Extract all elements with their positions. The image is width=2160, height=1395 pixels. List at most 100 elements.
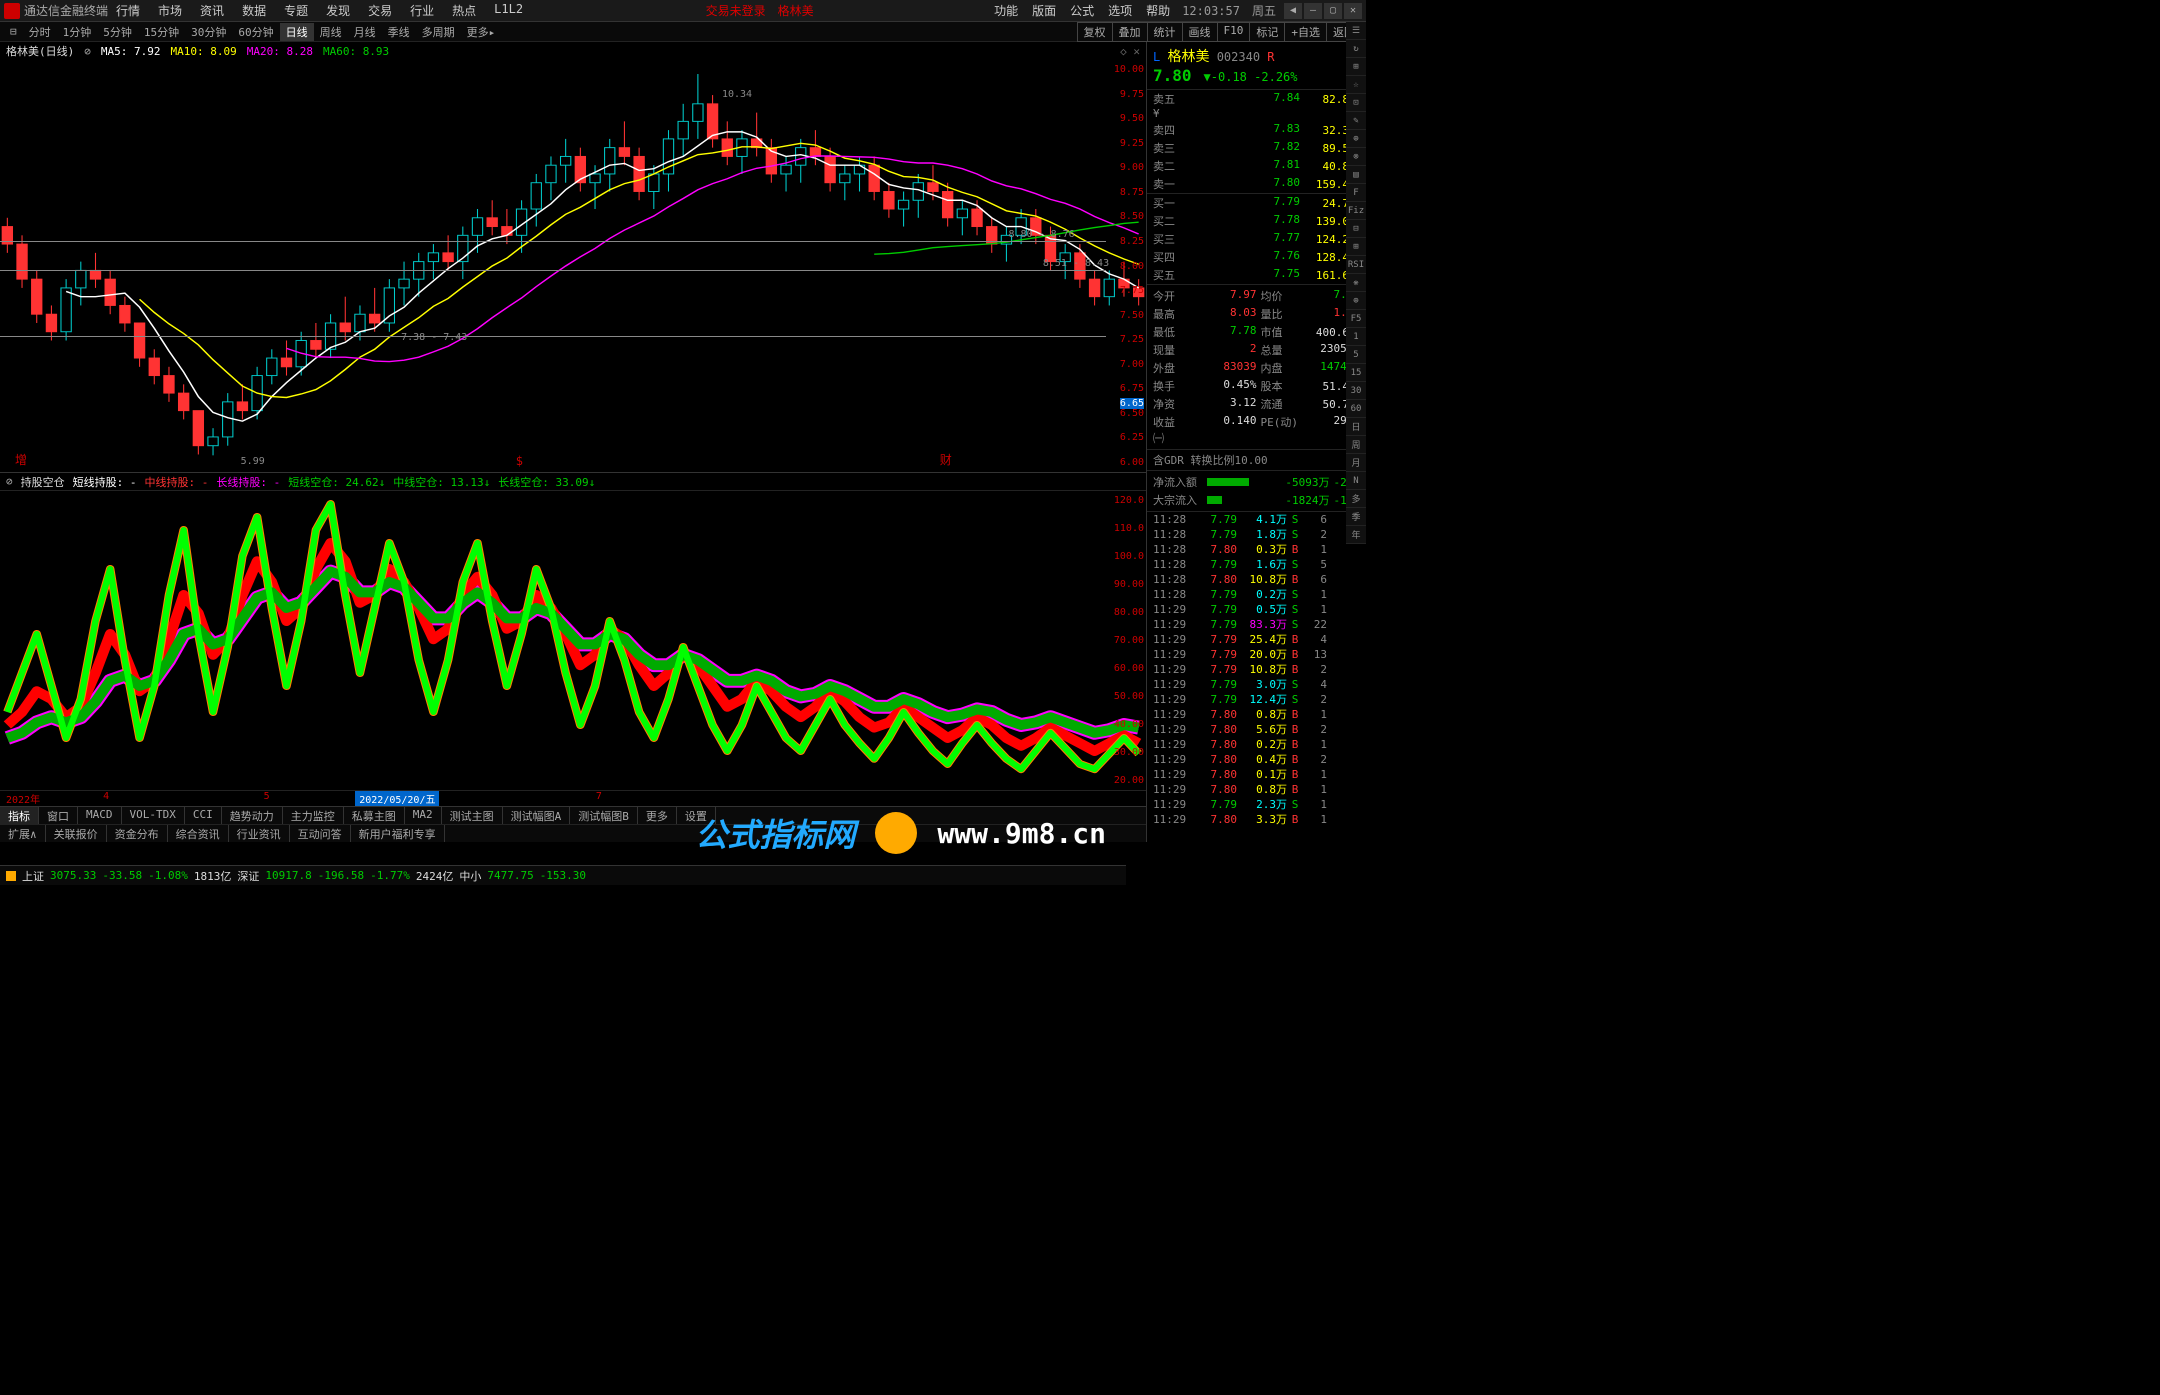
rtab-F10[interactable]: F10 xyxy=(1217,22,1251,42)
menu-数据[interactable]: 数据 xyxy=(234,0,274,21)
indtab-6[interactable]: 主力监控 xyxy=(283,807,344,824)
vtool-5[interactable]: ✎ xyxy=(1346,112,1366,130)
center-status: 交易未登录 格林美 xyxy=(531,2,988,19)
menu-市场[interactable]: 市场 xyxy=(150,0,190,21)
exttab-0[interactable]: 扩展∧ xyxy=(0,825,46,842)
vtool-1[interactable]: ↻ xyxy=(1346,40,1366,58)
rmenu-版面[interactable]: 版面 xyxy=(1026,0,1062,21)
timeframe-8[interactable]: 月线 xyxy=(348,23,382,41)
collapse-icon[interactable]: ⊟ xyxy=(4,24,23,39)
exttab-6[interactable]: 新用户福利专享 xyxy=(351,825,445,842)
timeframe-11[interactable]: 更多▸ xyxy=(461,23,502,41)
rmenu-帮助[interactable]: 帮助 xyxy=(1140,0,1176,21)
menu-行情[interactable]: 行情 xyxy=(108,0,148,21)
exttab-2[interactable]: 资金分布 xyxy=(107,825,168,842)
vtool-25[interactable]: N xyxy=(1346,472,1366,490)
tick-row: 11:297.805.6万B2 xyxy=(1147,722,1366,737)
timeframe-3[interactable]: 15分钟 xyxy=(138,23,185,41)
indtab-11[interactable]: 测试幅图B xyxy=(570,807,638,824)
order-row: 买五7.75161.6万 xyxy=(1147,266,1366,284)
vtool-21[interactable]: 60 xyxy=(1346,400,1366,418)
y-axis: 10.009.759.509.259.008.758.508.258.007.7… xyxy=(1106,60,1146,472)
indtab-0[interactable]: 指标 xyxy=(0,807,39,824)
timeframe-9[interactable]: 季线 xyxy=(382,23,416,41)
stat-row: 最低7.78市值400.6亿 xyxy=(1147,323,1366,341)
menu-交易[interactable]: 交易 xyxy=(360,0,400,21)
indtab-4[interactable]: CCI xyxy=(185,807,222,824)
minimize-button[interactable]: — xyxy=(1304,3,1322,19)
menu-热点[interactable]: 热点 xyxy=(444,0,484,21)
indicator-chart[interactable]: 120.0110.0100.090.0080.0070.0060.0050.00… xyxy=(0,490,1146,790)
indtab-2[interactable]: MACD xyxy=(78,807,122,824)
indtab-5[interactable]: 趋势动力 xyxy=(222,807,283,824)
vtool-16[interactable]: F5 xyxy=(1346,310,1366,328)
candlestick-chart[interactable]: 10.34 5.99 8.80 - 8.76 8.51 - 8.43 7.38 … xyxy=(0,60,1146,472)
indtab-9[interactable]: 测试主图 xyxy=(442,807,503,824)
vtool-20[interactable]: 30 xyxy=(1346,382,1366,400)
vtool-8[interactable]: ▤ xyxy=(1346,166,1366,184)
timeframe-10[interactable]: 多周期 xyxy=(416,23,461,41)
vtool-3[interactable]: ☆ xyxy=(1346,76,1366,94)
maximize-button[interactable]: ▢ xyxy=(1324,3,1342,19)
vtool-7[interactable]: ⊗ xyxy=(1346,148,1366,166)
tick-row: 11:297.7912.4万S2 xyxy=(1147,692,1366,707)
indtab-3[interactable]: VOL-TDX xyxy=(122,807,185,824)
vtool-12[interactable]: ⊞ xyxy=(1346,238,1366,256)
tick-row: 11:297.800.8万B1 xyxy=(1147,707,1366,722)
rmenu-功能[interactable]: 功能 xyxy=(988,0,1024,21)
timeframe-2[interactable]: 5分钟 xyxy=(97,23,138,41)
tick-list: 11:287.794.1万S611:287.791.8万S211:287.800… xyxy=(1147,512,1366,842)
menu-L1L2[interactable]: L1L2 xyxy=(486,0,531,21)
menu-专题[interactable]: 专题 xyxy=(276,0,316,21)
vtool-17[interactable]: 1 xyxy=(1346,328,1366,346)
vtool-23[interactable]: 周 xyxy=(1346,436,1366,454)
rtab-复权[interactable]: 复权 xyxy=(1077,22,1113,42)
vtool-22[interactable]: 日 xyxy=(1346,418,1366,436)
timeframe-7[interactable]: 周线 xyxy=(314,23,348,41)
vtool-26[interactable]: 多 xyxy=(1346,490,1366,508)
menu-发现[interactable]: 发现 xyxy=(318,0,358,21)
vtool-13[interactable]: RSI xyxy=(1346,256,1366,274)
vtool-6[interactable]: ⊕ xyxy=(1346,130,1366,148)
indtab-12[interactable]: 更多 xyxy=(638,807,677,824)
timeframe-6[interactable]: 日线 xyxy=(280,23,314,41)
indtab-8[interactable]: MA2 xyxy=(405,807,442,824)
vtool-15[interactable]: ⊕ xyxy=(1346,292,1366,310)
vtool-10[interactable]: Fiz xyxy=(1346,202,1366,220)
vtool-24[interactable]: 月 xyxy=(1346,454,1366,472)
indtab-1[interactable]: 窗口 xyxy=(39,807,78,824)
stat-row: 收益㈠0.140PE(动)29.4 xyxy=(1147,413,1366,447)
vtool-2[interactable]: ⊞ xyxy=(1346,58,1366,76)
vtool-0[interactable]: ☰ xyxy=(1346,22,1366,40)
exttab-4[interactable]: 行业资讯 xyxy=(229,825,290,842)
indtab-10[interactable]: 测试幅图A xyxy=(503,807,571,824)
close-button[interactable]: ✕ xyxy=(1344,3,1362,19)
rtab-画线[interactable]: 画线 xyxy=(1182,22,1218,42)
quote-panel: L 格林美 002340 R 7.80 ▼-0.18 -2.26% 卖五 ¥7.… xyxy=(1146,42,1366,842)
rmenu-公式[interactable]: 公式 xyxy=(1064,0,1100,21)
exttab-5[interactable]: 互动问答 xyxy=(290,825,351,842)
indtab-7[interactable]: 私募主图 xyxy=(344,807,405,824)
rtab-+自选[interactable]: +自选 xyxy=(1284,22,1327,42)
vtool-11[interactable]: ⊟ xyxy=(1346,220,1366,238)
vtool-9[interactable]: F xyxy=(1346,184,1366,202)
arrow-left-icon[interactable]: ◀ xyxy=(1284,3,1302,19)
exttab-3[interactable]: 综合资讯 xyxy=(168,825,229,842)
timeframe-5[interactable]: 60分钟 xyxy=(232,23,279,41)
vtool-19[interactable]: 15 xyxy=(1346,364,1366,382)
rtab-标记[interactable]: 标记 xyxy=(1249,22,1285,42)
vtool-27[interactable]: 季 xyxy=(1346,508,1366,526)
rtab-统计[interactable]: 统计 xyxy=(1147,22,1183,42)
menu-资讯[interactable]: 资讯 xyxy=(192,0,232,21)
timeframe-1[interactable]: 1分钟 xyxy=(57,23,98,41)
rtab-叠加[interactable]: 叠加 xyxy=(1112,22,1148,42)
vtool-28[interactable]: 年 xyxy=(1346,526,1366,544)
timeframe-4[interactable]: 30分钟 xyxy=(185,23,232,41)
timeframe-0[interactable]: 分时 xyxy=(23,23,57,41)
exttab-1[interactable]: 关联报价 xyxy=(46,825,107,842)
rmenu-选项[interactable]: 选项 xyxy=(1102,0,1138,21)
menu-行业[interactable]: 行业 xyxy=(402,0,442,21)
vtool-4[interactable]: ⊡ xyxy=(1346,94,1366,112)
vtool-18[interactable]: 5 xyxy=(1346,346,1366,364)
vtool-14[interactable]: ❋ xyxy=(1346,274,1366,292)
